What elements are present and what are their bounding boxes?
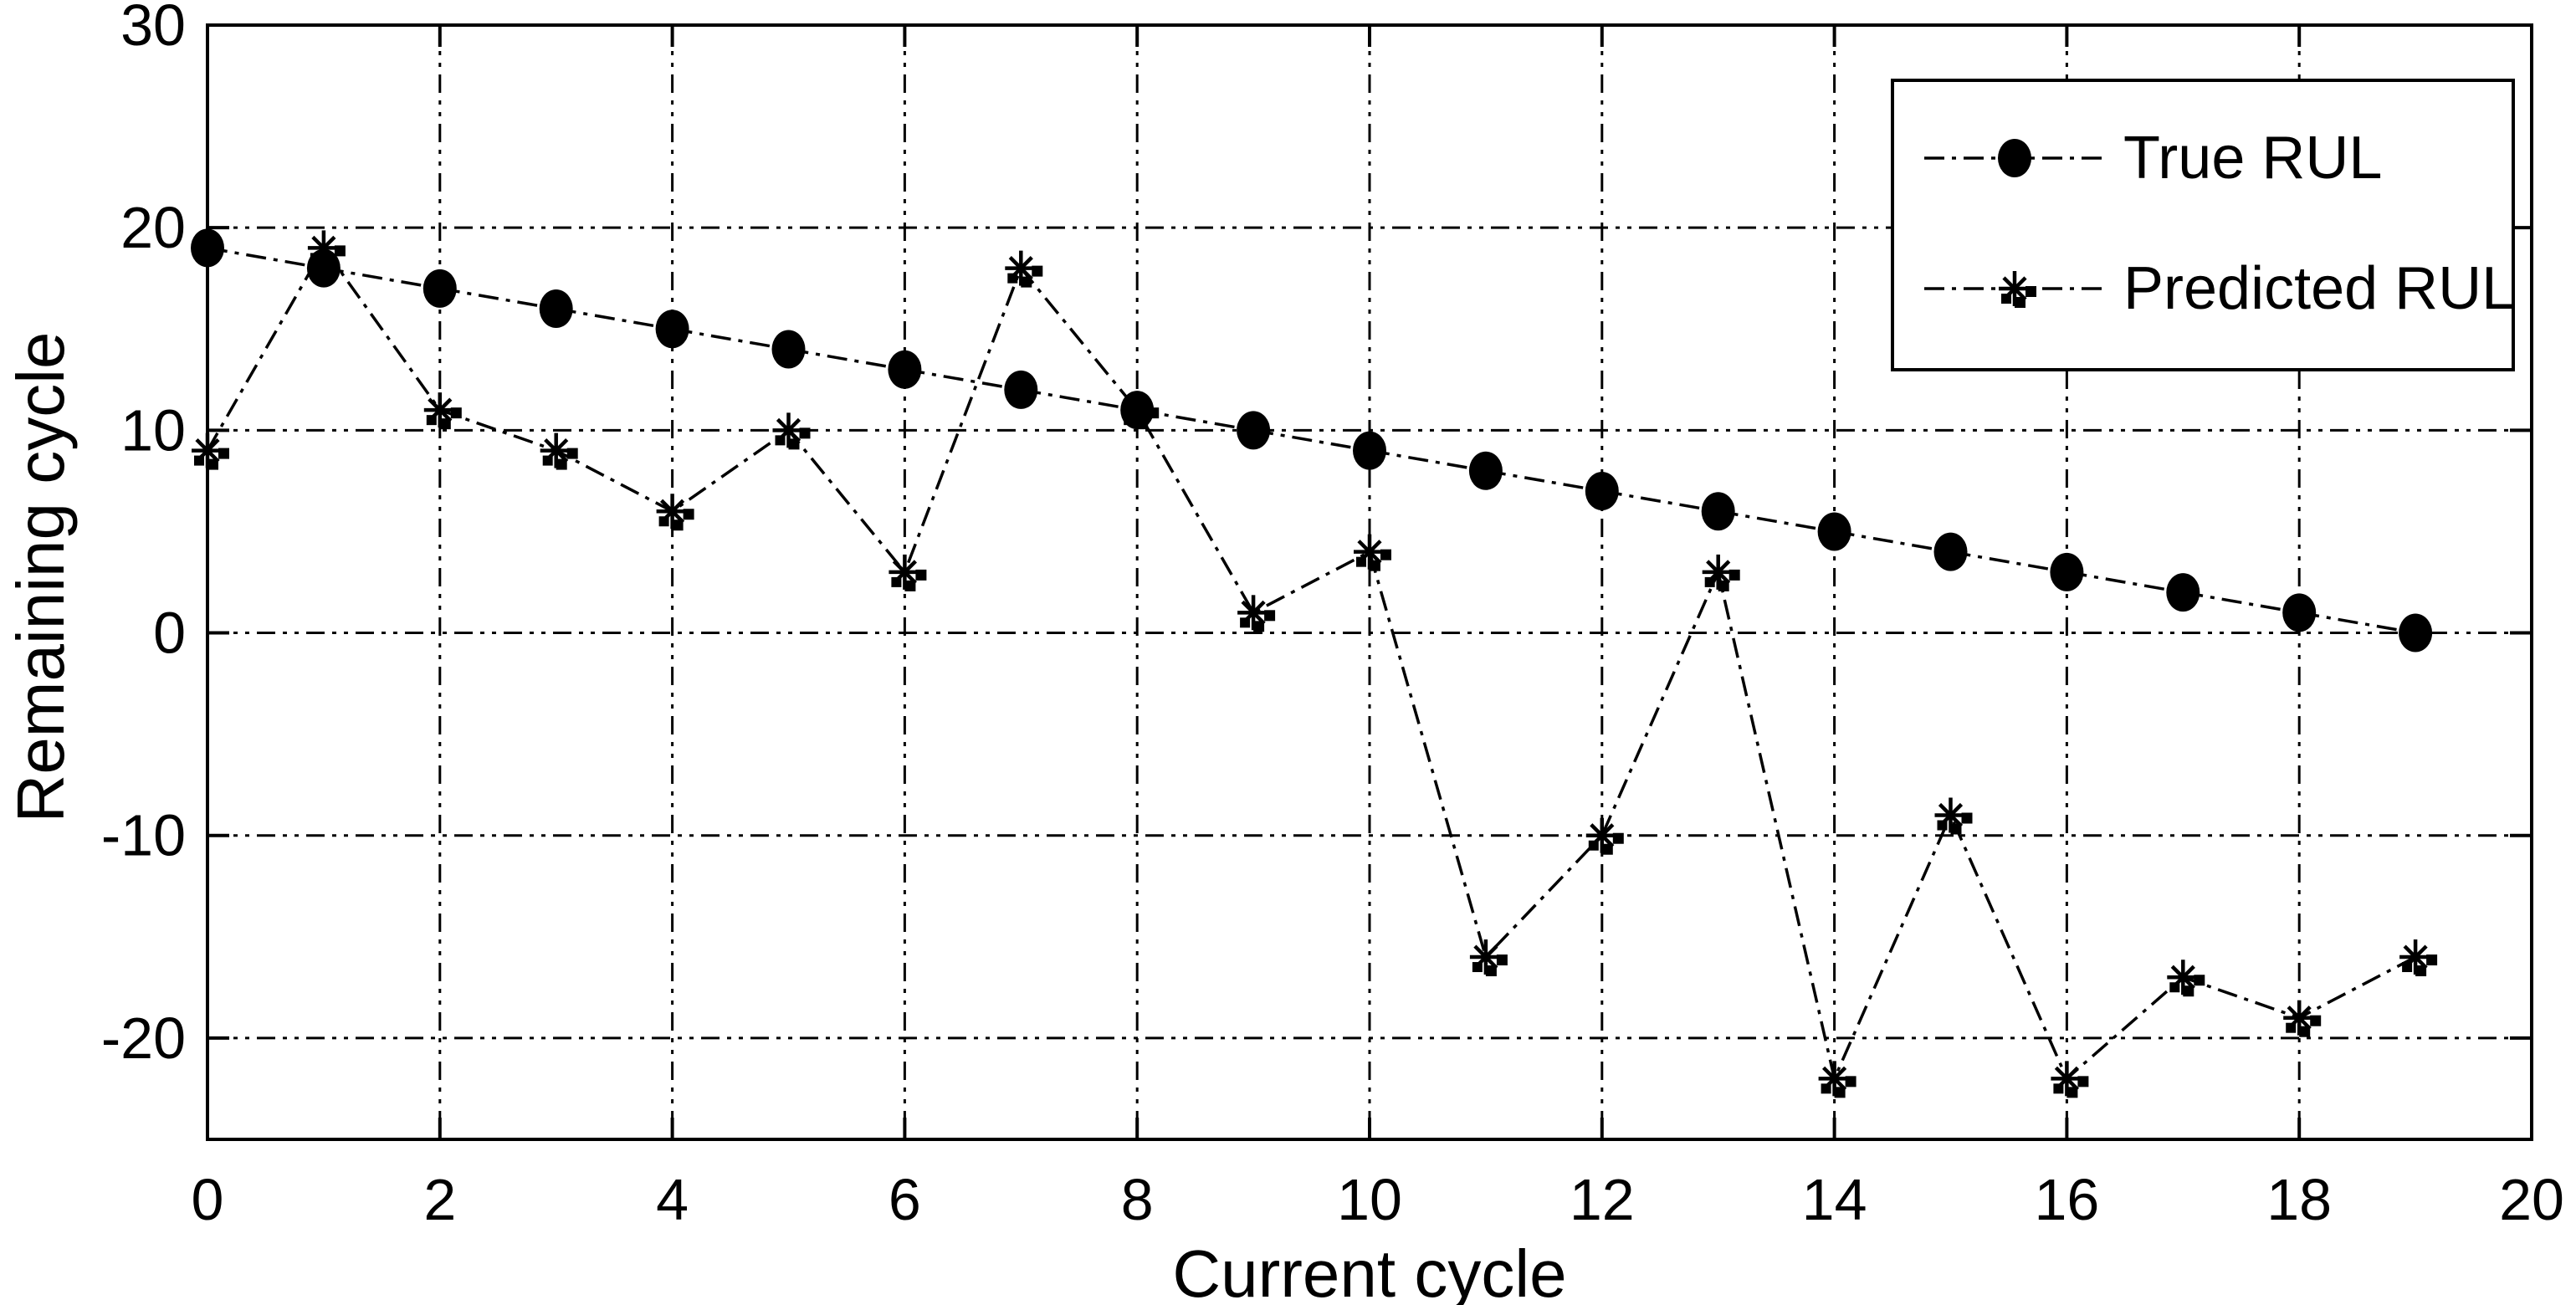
x-tick-label: 4 bbox=[656, 1167, 689, 1232]
true-rul-marker bbox=[539, 289, 573, 329]
true-rul-marker bbox=[771, 330, 806, 369]
legend-label-predicted-rul: Predicted RUL bbox=[2123, 255, 2515, 322]
predicted-rul-marker bbox=[2051, 1061, 2089, 1098]
legend bbox=[1891, 79, 2515, 371]
predicted-rul-marker bbox=[1469, 939, 1508, 977]
predicted-rul-marker bbox=[540, 432, 578, 470]
predicted-rul-marker bbox=[772, 412, 811, 450]
x-tick-label: 18 bbox=[2266, 1167, 2332, 1232]
predicted-rul-marker bbox=[1934, 797, 1973, 835]
x-tick-label: 16 bbox=[2034, 1167, 2099, 1232]
series-line-predicted-rul bbox=[206, 245, 2416, 1083]
chart-render-root: 0 2 4 6 8 10 12 14 16 18 20 -20 -10 0 10 20 30 bbox=[101, 0, 2564, 1232]
y-tick-label: 0 bbox=[153, 601, 186, 666]
predicted-rul-marker bbox=[1585, 817, 1624, 855]
true-rul-marker bbox=[888, 350, 922, 389]
y-axis-label: Remaining cycle bbox=[3, 332, 78, 823]
true-rul-marker bbox=[655, 310, 689, 349]
predicted-rul-marker bbox=[307, 230, 346, 268]
predicted-rul-marker bbox=[2399, 939, 2438, 977]
y-tick-label: 20 bbox=[120, 195, 186, 260]
x-tick-label: 6 bbox=[889, 1167, 921, 1232]
true-rul-marker bbox=[1468, 451, 1503, 490]
predicted-rul-marker bbox=[1818, 1061, 1856, 1098]
y-tick-label: 10 bbox=[120, 397, 186, 463]
x-tick-label: 10 bbox=[1337, 1167, 1402, 1232]
predicted-rul-marker bbox=[1354, 534, 1391, 571]
true-rul-marker bbox=[2399, 613, 2433, 652]
true-rul-marker bbox=[1933, 532, 1968, 571]
true-rul-marker bbox=[1817, 512, 1851, 551]
y-tick-label: 30 bbox=[120, 0, 186, 58]
x-tick-label: 0 bbox=[192, 1167, 224, 1232]
predicted-rul-marker bbox=[1237, 595, 1276, 632]
legend-label-true-rul: True RUL bbox=[2123, 125, 2382, 192]
series-predicted-rul bbox=[192, 230, 2438, 1098]
predicted-rul-marker bbox=[2167, 960, 2205, 997]
legend-box bbox=[1891, 79, 2515, 371]
true-rul-marker bbox=[1701, 492, 1735, 531]
true-rul-marker bbox=[1353, 431, 1386, 470]
true-rul-marker bbox=[423, 269, 457, 308]
predicted-rul-marker bbox=[889, 554, 927, 591]
predicted-rul-marker bbox=[423, 392, 462, 430]
predicted-rul-marker bbox=[656, 494, 694, 531]
y-tick-label: -20 bbox=[101, 1006, 186, 1071]
x-axis-label: Current cycle bbox=[1172, 1236, 1566, 1305]
x-tick-label: 12 bbox=[1570, 1167, 1635, 1232]
true-rul-marker bbox=[1998, 139, 2031, 177]
true-rul-marker bbox=[2282, 593, 2317, 632]
predicted-rul-marker bbox=[1999, 271, 2036, 308]
predicted-rul-marker bbox=[1702, 554, 1740, 591]
tick-labels: 0 2 4 6 8 10 12 14 16 18 20 -20 -10 0 10 20 30 bbox=[101, 0, 2564, 1232]
x-tick-label: 14 bbox=[1802, 1167, 1867, 1232]
true-rul-marker bbox=[1004, 370, 1038, 409]
tick-marks bbox=[206, 23, 2533, 1139]
predicted-rul-marker bbox=[1005, 250, 1043, 288]
x-tick-label: 2 bbox=[423, 1167, 456, 1232]
true-rul-marker bbox=[1237, 411, 1271, 450]
predicted-rul-marker bbox=[1121, 392, 1160, 430]
predicted-rul-marker bbox=[192, 432, 229, 470]
true-rul-marker bbox=[2166, 573, 2200, 612]
true-rul-marker bbox=[1585, 472, 1619, 511]
predicted-rul-marker bbox=[2283, 1000, 2322, 1037]
true-rul-marker bbox=[2050, 552, 2084, 591]
x-tick-label: 8 bbox=[1121, 1167, 1154, 1232]
x-tick-label: 20 bbox=[2499, 1167, 2564, 1232]
series-line-true-rul bbox=[207, 246, 2416, 635]
y-tick-label: -10 bbox=[101, 803, 186, 868]
